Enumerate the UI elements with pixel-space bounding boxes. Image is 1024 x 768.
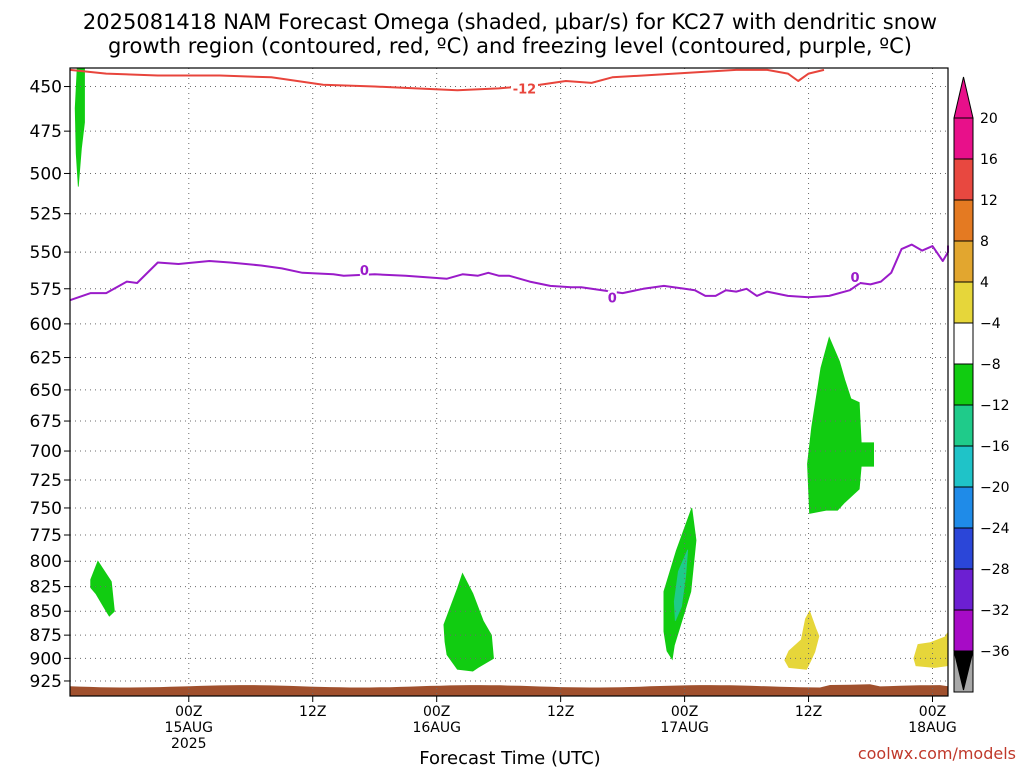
omega-region-1: [90, 560, 115, 617]
y-tick-label-2: 500: [30, 164, 62, 184]
x-tick-label-2-1: 16AUG: [412, 720, 461, 736]
x-tick-label-2-0: 00Z: [423, 704, 450, 720]
colorbar-swatch-4: [953, 281, 974, 324]
credit-text: coolwx.com/models: [858, 744, 1016, 763]
x-tick-label-5-0: 12Z: [795, 704, 822, 720]
omega-region-6: [784, 610, 820, 670]
colorbar-label-0: 20: [980, 111, 998, 127]
omega-region-4: [673, 549, 689, 622]
omega-region-0: [74, 67, 85, 187]
y-tick-label-17: 875: [30, 626, 62, 646]
y-tick-label-15: 825: [30, 578, 62, 598]
plot-area: -12 0 0 0: [69, 67, 949, 697]
plot-background: [70, 68, 948, 696]
colorbar-swatch-9: [953, 486, 974, 529]
contour-label-bg-0-0: [510, 81, 538, 95]
y-tick-label-0: 450: [30, 78, 62, 98]
colorbar-swatch-1: [953, 158, 974, 201]
colorbar-label-6: −8: [980, 357, 1001, 373]
contour-label-1-2: 0: [851, 271, 860, 286]
y-tick-label-1: 475: [30, 122, 62, 142]
chart-title-line1: 2025081418 NAM Forecast Omega (shaded, μ…: [83, 10, 937, 34]
y-tick-label-8: 650: [30, 381, 62, 401]
x-tick-label-6-0: 00Z: [919, 704, 946, 720]
colorbar-label-11: −28: [980, 562, 1010, 578]
contour-label-1-1: 0: [608, 291, 617, 306]
y-tick-label-9: 675: [30, 412, 62, 432]
y-axis: 450 475 500 525 550 575 600 625 650 675 700 725 750 7…: [30, 78, 70, 692]
terrain-fill: [70, 684, 948, 696]
y-tick-label-6: 600: [30, 315, 62, 335]
colorbar-swatch-3: [953, 240, 974, 283]
y-tick-label-7: 625: [30, 349, 62, 369]
y-tick-label-12: 750: [30, 499, 62, 519]
omega-shading: [74, 67, 949, 672]
colorbar-under-arrow: [953, 650, 974, 691]
contour-label-1-0: 0: [360, 264, 369, 279]
y-tick-label-16: 850: [30, 602, 62, 622]
x-tick-label-3-0: 12Z: [547, 704, 574, 720]
colorbar-swatch-2: [953, 199, 974, 242]
colorbar-label-9: −20: [980, 480, 1010, 496]
colorbar-label-7: −12: [980, 398, 1010, 414]
plot-frame: [69, 67, 949, 697]
contour-label-0-0: -12: [513, 82, 537, 97]
colorbar-swatch-5: [953, 322, 974, 365]
y-tick-label-19: 925: [30, 672, 62, 692]
y-tick-label-10: 700: [30, 442, 62, 462]
y-tick-label-5: 575: [30, 280, 62, 300]
colorbar-swatch-8: [953, 445, 974, 488]
chart-title-line2: growth region (contoured, red, ºC) and f…: [108, 34, 912, 58]
colorbar-swatch-11: [953, 568, 974, 611]
colorbar-label-1: 16: [980, 152, 998, 168]
y-tick-label-3: 525: [30, 205, 62, 225]
y-tick-label-4: 550: [30, 243, 62, 263]
colorbar-swatch-7: [953, 404, 974, 447]
x-axis-label: Forecast Time (UTC): [419, 748, 600, 768]
colorbar-over-arrow: [953, 76, 974, 119]
colorbar-label-2: 12: [980, 193, 998, 209]
y-tick-label-18: 900: [30, 649, 62, 669]
colorbar-label-8: −16: [980, 439, 1010, 455]
colorbar-label-3: 8: [980, 234, 989, 250]
x-tick-label-0-0: 00Z: [175, 704, 202, 720]
y-tick-label-11: 725: [30, 471, 62, 491]
y-tick-label-14: 800: [30, 552, 62, 572]
x-tick-label-0-2: 2025: [171, 736, 207, 752]
contour-line-0: [69, 68, 825, 92]
colorbar-label-4: 4: [980, 275, 989, 291]
colorbar-swatch-6: [953, 363, 974, 406]
x-tick-label-0-1: 15AUG: [165, 720, 214, 736]
colorbar-label-12: −32: [980, 603, 1010, 619]
contour-label-bg-1-0: [359, 262, 369, 276]
colorbar-label-5: −4: [980, 316, 1001, 332]
contour-lines: -12 0 0 0: [69, 68, 949, 306]
contour-label-bg-1-2: [850, 270, 860, 284]
x-tick-label-6-1: 18AUG: [908, 720, 957, 736]
omega-region-5: [807, 336, 874, 514]
omega-region-2: [443, 572, 494, 672]
x-tick-label-4-0: 00Z: [671, 704, 698, 720]
y-tick-label-13: 775: [30, 526, 62, 546]
x-tick-label-1-0: 12Z: [299, 704, 326, 720]
colorbar: 20 16 12 8 4 −4 −8 −12 −16 −20 −24 −28 −32 −36: [953, 76, 1010, 693]
colorbar-swatch-0: [953, 117, 974, 160]
colorbar-swatch-12: [953, 609, 974, 652]
terrain-layer: [70, 684, 948, 696]
colorbar-label-10: −24: [980, 521, 1010, 537]
colorbar-swatch-10: [953, 527, 974, 570]
colorbar-label-13: −36: [980, 644, 1010, 660]
contour-label-bg-1-1: [607, 290, 617, 304]
x-tick-label-4-1: 17AUG: [660, 720, 709, 736]
